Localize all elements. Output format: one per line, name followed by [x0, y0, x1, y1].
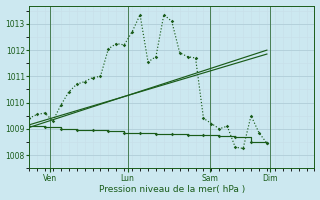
X-axis label: Pression niveau de la mer( hPa ): Pression niveau de la mer( hPa )	[99, 185, 245, 194]
